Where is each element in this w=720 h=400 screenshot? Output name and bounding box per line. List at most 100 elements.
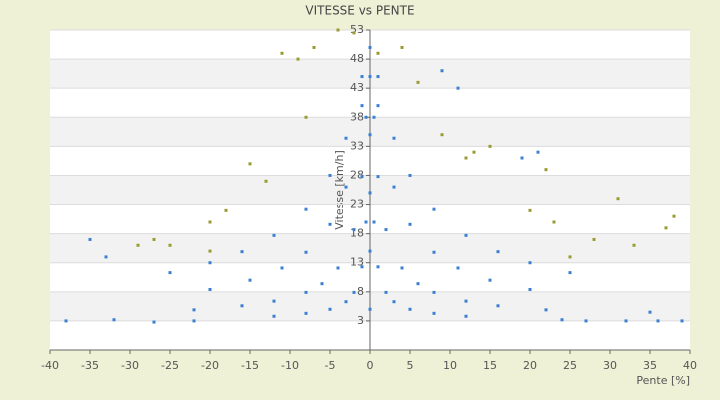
x-tick-label: 30 — [603, 359, 617, 372]
x-tick-label: 5 — [407, 359, 414, 372]
point — [528, 208, 532, 212]
x-tick-label: -25 — [161, 359, 179, 372]
point — [240, 304, 244, 308]
x-tick-label: 35 — [643, 359, 657, 372]
point — [352, 290, 356, 294]
point — [360, 104, 364, 108]
point — [280, 266, 284, 270]
x-tick-label: -35 — [81, 359, 99, 372]
x-tick-label: -40 — [41, 359, 59, 372]
y-tick-label: 3 — [357, 314, 364, 327]
x-axis-title: Pente [%] — [636, 374, 690, 387]
x-tick-label: 40 — [683, 359, 697, 372]
point — [264, 179, 268, 183]
point — [616, 197, 620, 201]
point — [304, 207, 308, 211]
point — [368, 249, 372, 253]
y-tick-label: 28 — [350, 168, 364, 181]
point — [280, 51, 284, 55]
point — [368, 307, 372, 311]
chart-title: VITESSE vs PENTE — [305, 4, 414, 18]
point — [224, 208, 228, 212]
point — [432, 311, 436, 315]
point — [528, 287, 532, 291]
y-tick-label: 48 — [350, 52, 364, 65]
x-tick-label: 15 — [483, 359, 497, 372]
point — [496, 250, 500, 254]
point — [64, 319, 68, 323]
point — [536, 150, 540, 154]
point — [672, 214, 676, 218]
x-tick-label: -30 — [121, 359, 139, 372]
point — [544, 308, 548, 312]
point — [408, 173, 412, 177]
point — [168, 243, 172, 247]
point — [360, 75, 364, 79]
point — [104, 255, 108, 259]
point — [312, 45, 316, 49]
point — [112, 318, 116, 322]
point — [464, 314, 468, 318]
point — [544, 168, 548, 172]
point — [320, 282, 324, 286]
point — [408, 307, 412, 311]
point — [168, 271, 172, 275]
point — [400, 266, 404, 270]
y-tick-label: 18 — [350, 227, 364, 240]
point — [336, 28, 340, 32]
point — [432, 290, 436, 294]
point — [392, 185, 396, 189]
point — [384, 290, 388, 294]
point — [296, 57, 300, 61]
point — [368, 75, 372, 79]
point — [552, 220, 556, 224]
point — [400, 45, 404, 49]
point — [372, 220, 376, 224]
x-tick-label: -10 — [281, 359, 299, 372]
point — [360, 175, 364, 179]
point — [440, 133, 444, 137]
point — [392, 136, 396, 140]
point — [372, 115, 376, 119]
point — [368, 45, 372, 49]
x-tick-label: -15 — [241, 359, 259, 372]
point — [344, 185, 348, 189]
point — [568, 271, 572, 275]
x-tick-label: 20 — [523, 359, 537, 372]
x-tick-label: -20 — [201, 359, 219, 372]
point — [520, 156, 524, 160]
y-tick-label: 23 — [350, 198, 364, 211]
point — [472, 150, 476, 154]
y-tick-label: 53 — [350, 23, 364, 36]
point — [376, 175, 380, 179]
point — [368, 191, 372, 195]
point — [464, 299, 468, 303]
y-tick-label: 43 — [350, 81, 364, 94]
point — [208, 287, 212, 291]
point — [248, 278, 252, 282]
point — [376, 51, 380, 55]
point — [328, 173, 332, 177]
point — [152, 320, 156, 324]
point — [456, 86, 460, 90]
point — [344, 300, 348, 304]
point — [152, 237, 156, 241]
point — [328, 222, 332, 226]
point — [416, 80, 420, 84]
point — [376, 104, 380, 108]
point — [208, 220, 212, 224]
point — [328, 307, 332, 311]
x-tick-label: 25 — [563, 359, 577, 372]
x-tick-label: -5 — [325, 359, 336, 372]
point — [88, 237, 92, 241]
point — [656, 319, 660, 323]
point — [360, 265, 364, 269]
y-tick-label: 33 — [350, 139, 364, 152]
point — [208, 249, 212, 253]
point — [408, 222, 412, 226]
point — [384, 228, 388, 232]
point — [272, 299, 276, 303]
point — [568, 255, 572, 259]
point — [304, 115, 308, 119]
